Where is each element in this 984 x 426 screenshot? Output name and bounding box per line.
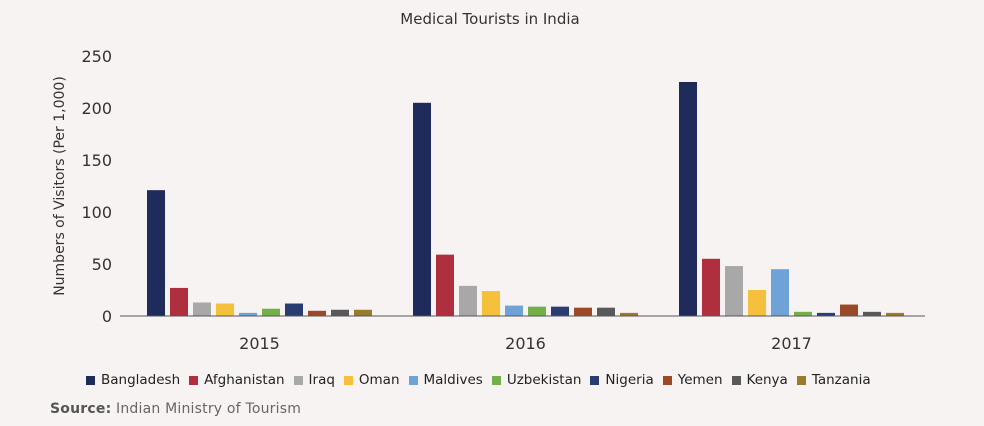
legend-label: Iraq: [308, 372, 335, 388]
bar-yemen-2016: [574, 307, 592, 316]
legend-item: Bangladesh: [86, 372, 180, 388]
bar-yemen-2015: [308, 310, 326, 316]
legend-item: Kenya: [731, 372, 788, 388]
bar-afghanistan-2015: [170, 287, 188, 316]
legend-item: Iraq: [293, 372, 335, 388]
legend-label: Oman: [358, 372, 400, 388]
bar-nigeria-2016: [551, 306, 569, 316]
legend-swatch: [731, 375, 741, 385]
legend-item: Yemen: [662, 372, 723, 388]
y-tick-label: 200: [81, 99, 112, 118]
bar-bangladesh-2016: [413, 102, 431, 316]
legend-label: Maldives: [423, 372, 483, 388]
bar-maldives-2015: [239, 312, 257, 316]
bar-bangladesh-2017: [679, 82, 697, 316]
bar-uzbekistan-2017: [794, 311, 812, 316]
legend-item: Afghanistan: [189, 372, 285, 388]
bar-iraq-2016: [459, 285, 477, 316]
legend-label: Afghanistan: [204, 372, 285, 388]
legend-label: Kenya: [746, 372, 788, 388]
legend-item: Nigeria: [590, 372, 654, 388]
bar-maldives-2017: [771, 269, 789, 316]
legend-label: Bangladesh: [101, 372, 181, 388]
x-tick-label: 2017: [771, 334, 812, 353]
bar-oman-2017: [748, 290, 766, 316]
legend-item: Uzbekistan: [491, 372, 582, 388]
y-tick-label: 0: [102, 307, 112, 326]
bar-oman-2016: [482, 291, 500, 316]
legend-item: Tanzania: [796, 372, 871, 388]
bar-iraq-2017: [725, 266, 743, 316]
bar-nigeria-2015: [285, 303, 303, 316]
bar-uzbekistan-2015: [262, 308, 280, 316]
y-tick-label: 150: [81, 151, 112, 170]
legend-item: Oman: [343, 372, 400, 388]
bar-oman-2015: [216, 303, 234, 316]
bar-afghanistan-2016: [436, 254, 454, 316]
y-tick-label: 250: [81, 47, 112, 66]
chart: Medical Tourists in India Numbers of Vis…: [52, 10, 925, 353]
bar-yemen-2017: [840, 304, 858, 316]
bar-kenya-2016: [597, 307, 615, 316]
x-tick-label: 2016: [505, 334, 546, 353]
y-tick-label: 50: [92, 255, 112, 274]
legend-label: Yemen: [677, 372, 723, 388]
legend-label: Uzbekistan: [506, 372, 582, 388]
legend-label: Nigeria: [605, 372, 654, 388]
legend-swatch: [662, 375, 672, 385]
legend-swatch: [293, 375, 303, 385]
bar-tanzania-2017: [886, 312, 904, 316]
source-note: Source: Indian Ministry of Tourism: [50, 401, 301, 417]
bar-kenya-2017: [863, 311, 881, 316]
bar-kenya-2015: [331, 309, 349, 316]
source-label: Source:: [50, 401, 112, 417]
bars: [147, 82, 904, 316]
bar-afghanistan-2017: [702, 258, 720, 316]
bar-tanzania-2016: [620, 312, 638, 316]
source-text: Indian Ministry of Tourism: [116, 401, 302, 417]
bar-tanzania-2015: [354, 309, 372, 316]
bar-iraq-2015: [193, 302, 211, 316]
bar-uzbekistan-2016: [528, 306, 546, 316]
bar-nigeria-2017: [817, 312, 835, 316]
x-axis-ticks: 2015 2016 2017: [239, 334, 812, 353]
y-axis-ticks: 0 50 100 150 200 250: [81, 47, 112, 326]
bar-maldives-2016: [505, 305, 523, 316]
legend-swatch: [491, 375, 501, 385]
legend-swatch: [86, 375, 95, 385]
legend-label: Tanzania: [811, 372, 871, 388]
legend-swatch: [408, 375, 418, 385]
legend: Bangladesh Afghanistan Iraq Oman Maldives Uzb…: [86, 372, 880, 388]
legend-swatch: [590, 375, 600, 385]
y-tick-label: 100: [81, 203, 112, 222]
legend-swatch: [189, 375, 199, 385]
x-tick-label: 2015: [239, 334, 280, 353]
legend-item: Maldives: [408, 372, 483, 388]
chart-title: Medical Tourists in India: [400, 10, 579, 28]
legend-swatch: [796, 375, 806, 385]
legend-swatch: [343, 375, 353, 385]
y-axis-label: Numbers of Visitors (Per 1,000): [52, 76, 68, 296]
bar-bangladesh-2015: [147, 190, 165, 316]
